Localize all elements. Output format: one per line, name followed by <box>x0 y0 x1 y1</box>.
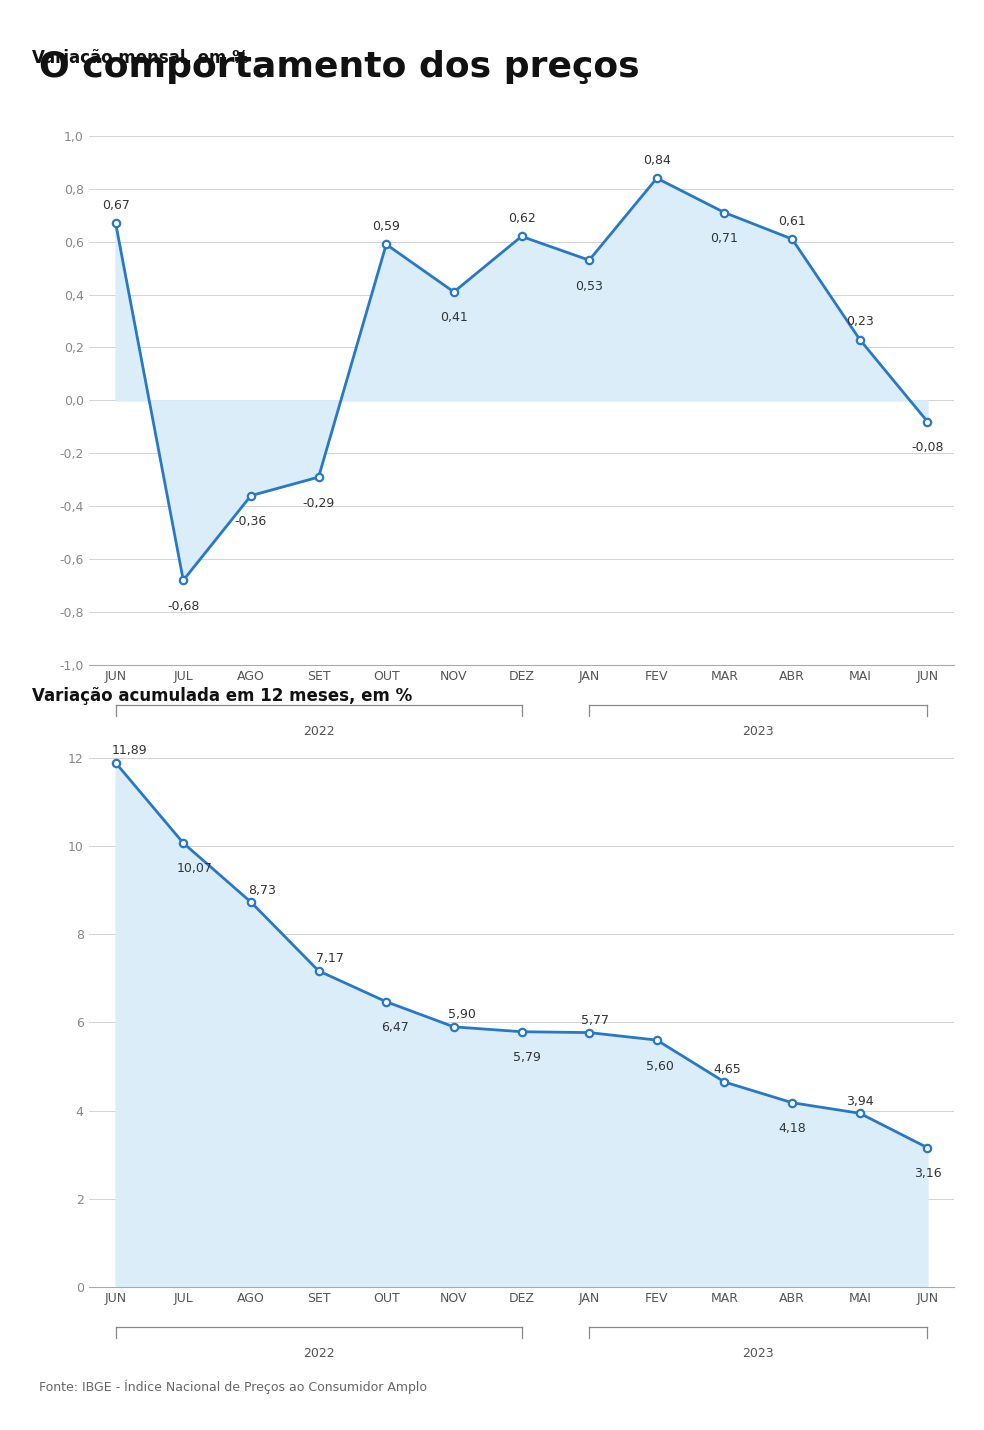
Point <box>582 1021 597 1044</box>
Point <box>784 1091 800 1114</box>
Text: 2022: 2022 <box>303 725 335 738</box>
Point <box>243 485 259 508</box>
Point <box>379 233 395 256</box>
Point <box>649 167 665 190</box>
Text: 0,53: 0,53 <box>576 280 603 293</box>
Text: -0,08: -0,08 <box>911 440 944 453</box>
Text: -0,36: -0,36 <box>235 515 267 528</box>
Point <box>175 832 191 855</box>
Point <box>175 569 191 592</box>
Text: 5,79: 5,79 <box>513 1051 541 1064</box>
Text: 0,61: 0,61 <box>778 214 806 227</box>
Point <box>716 202 732 225</box>
Text: 0,62: 0,62 <box>508 212 535 226</box>
Point <box>920 1137 936 1160</box>
Point <box>446 280 461 303</box>
Text: 4,65: 4,65 <box>713 1064 741 1077</box>
Point <box>514 225 529 247</box>
Point <box>784 227 800 250</box>
Text: 0,41: 0,41 <box>440 312 467 325</box>
Text: O comportamento dos preços: O comportamento dos preços <box>39 50 640 84</box>
Point <box>446 1015 461 1038</box>
Point <box>311 466 327 489</box>
Text: 11,89: 11,89 <box>112 744 148 758</box>
Point <box>716 1071 732 1094</box>
Point <box>582 249 597 272</box>
Text: 4,18: 4,18 <box>778 1123 806 1135</box>
Text: 0,84: 0,84 <box>643 154 671 167</box>
Text: 5,77: 5,77 <box>581 1014 609 1027</box>
Point <box>311 960 327 982</box>
Text: Fonte: IBGE - Índice Nacional de Preços ao Consumidor Amplo: Fonte: IBGE - Índice Nacional de Preços … <box>39 1380 427 1394</box>
Text: Variação mensal, em %: Variação mensal, em % <box>32 49 249 67</box>
Text: 5,90: 5,90 <box>449 1008 476 1021</box>
Text: 5,60: 5,60 <box>646 1060 673 1072</box>
Point <box>649 1028 665 1051</box>
Text: 2023: 2023 <box>743 725 774 738</box>
Text: 6,47: 6,47 <box>381 1021 408 1034</box>
Text: 7,17: 7,17 <box>316 952 343 965</box>
Point <box>514 1020 529 1042</box>
Text: 2022: 2022 <box>303 1347 335 1360</box>
Text: -0,68: -0,68 <box>167 599 200 612</box>
Text: 3,94: 3,94 <box>846 1095 874 1108</box>
Point <box>243 891 259 914</box>
Text: 2023: 2023 <box>743 1347 774 1360</box>
Point <box>108 212 124 235</box>
Text: Variação acumulada em 12 meses, em %: Variação acumulada em 12 meses, em % <box>32 686 412 705</box>
Text: 0,23: 0,23 <box>846 316 874 329</box>
Text: 0,67: 0,67 <box>101 199 130 212</box>
Text: -0,29: -0,29 <box>302 496 335 509</box>
Point <box>379 991 395 1014</box>
Text: 0,71: 0,71 <box>710 232 738 245</box>
Text: 8,73: 8,73 <box>248 884 276 897</box>
Point <box>108 751 124 774</box>
Point <box>852 1103 868 1125</box>
Text: 3,16: 3,16 <box>913 1167 942 1180</box>
Point <box>920 410 936 433</box>
Text: 0,59: 0,59 <box>372 220 400 233</box>
Point <box>852 327 868 350</box>
Text: 10,07: 10,07 <box>176 862 213 875</box>
